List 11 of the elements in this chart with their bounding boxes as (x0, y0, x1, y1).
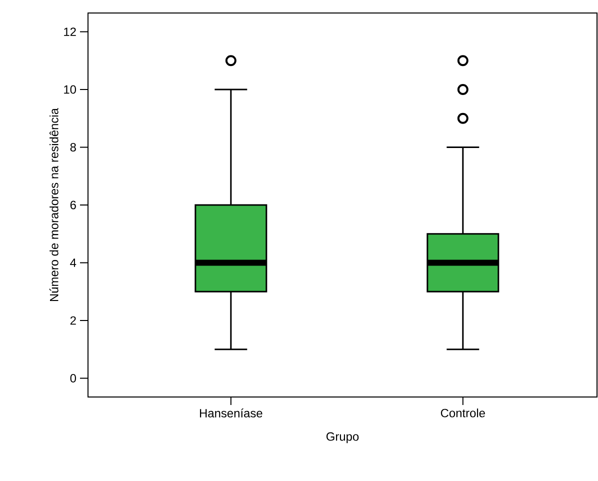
x-tick-label: Controle (440, 408, 485, 418)
y-tick-label: 8 (70, 143, 76, 152)
x-axis-title: Grupo (326, 432, 359, 444)
y-tick-label: 2 (70, 316, 76, 325)
y-tick-label: 12 (64, 28, 76, 36)
y-axis-title: Número de moradores na residência (49, 108, 58, 302)
y-tick-label: 0 (70, 374, 76, 382)
y-tick-label: 10 (64, 85, 76, 94)
y-tick-label: 6 (70, 200, 76, 210)
y-tick-label: 4 (70, 258, 76, 267)
x-tick-label: Hanseníase (200, 408, 262, 418)
